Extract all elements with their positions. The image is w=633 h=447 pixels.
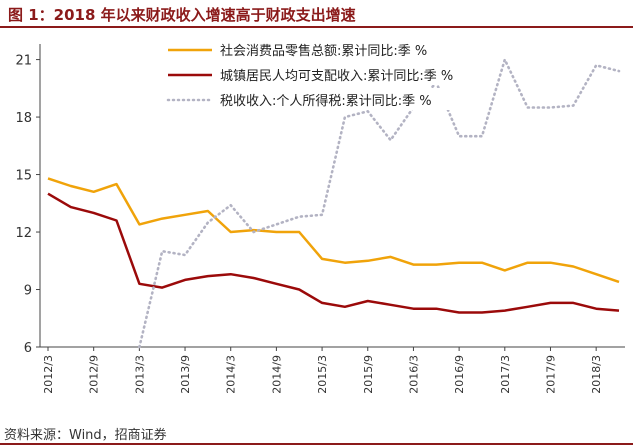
legend-backing: [162, 88, 474, 110]
x-tick-label: 2012/3: [42, 355, 55, 394]
legend-label-2: 城镇居民人均可支配收入:累计同比:季 %: [220, 69, 453, 84]
source-note: 资料来源：Wind，招商证券: [4, 428, 167, 443]
series-line-1: [47, 177, 620, 284]
x-tick-label: 2017/3: [499, 355, 512, 394]
x-tick-label: 2018/3: [590, 355, 603, 394]
series-line-3: [138, 58, 621, 349]
legend-label-1: 社会消费品零售总额:累计同比:季 %: [220, 43, 427, 59]
x-tick-label: 2013/3: [133, 355, 146, 394]
y-tick-label: 15: [15, 169, 32, 184]
x-tick-label: 2015/3: [316, 355, 329, 394]
y-tick-label: 6: [24, 341, 32, 356]
series-layer: [47, 58, 621, 349]
legend-label-3: 税收收入:个人所得税:累计同比:季 %: [220, 93, 432, 109]
x-tick-label: 2012/9: [88, 355, 101, 394]
chart-legend: 社会消费品零售总额:累计同比:季 % 城镇居民人均可支配收入:累计同比:季 % 税收…: [162, 38, 474, 110]
y-tick-label: 9: [24, 284, 32, 299]
y-tick-label: 18: [15, 111, 32, 126]
chart-axes: 6 9 12 15 18 21 2012/3 2012/9 2013/3 2013/9 2014/3…: [15, 44, 625, 394]
x-tick-label: 2017/9: [544, 355, 557, 394]
figure-title: 图 1：2018 年以来财政收入增速高于财政支出增速: [8, 6, 356, 24]
bottom-rule: [0, 443, 633, 445]
legend-backing: [162, 63, 474, 85]
x-tick-label: 2016/9: [453, 355, 466, 394]
x-tick-label: 2014/3: [225, 355, 238, 394]
x-tick-label: 2013/9: [179, 355, 192, 394]
x-tick-label: 2015/9: [362, 355, 375, 394]
x-tick-label: 2014/9: [270, 355, 283, 394]
y-tick-label: 21: [15, 54, 32, 69]
x-tick-label: 2016/3: [407, 355, 420, 394]
y-tick-label: 12: [15, 226, 32, 241]
series-line-2: [47, 192, 620, 314]
title-rule: [0, 26, 633, 28]
legend-backing: [162, 38, 474, 60]
